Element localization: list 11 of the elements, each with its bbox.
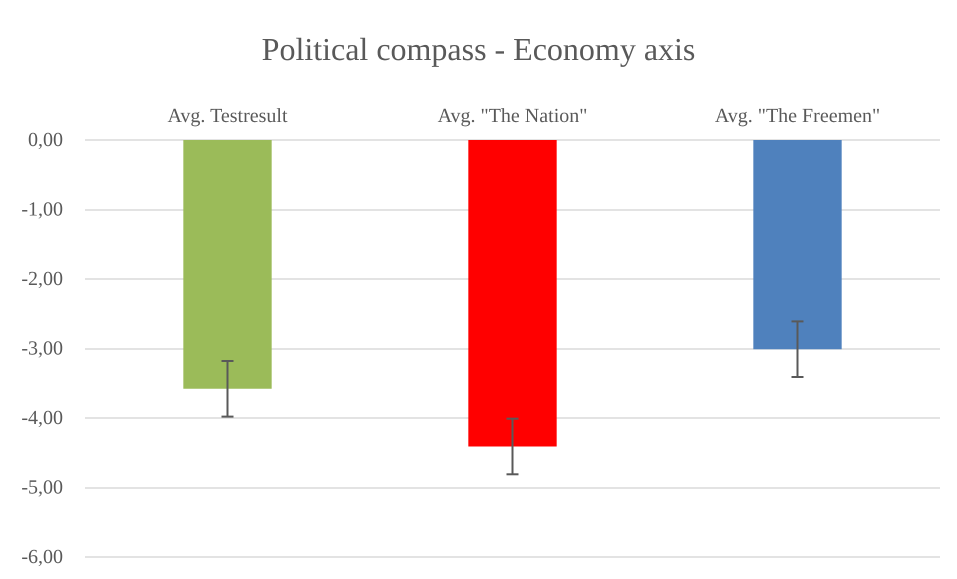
y-tick-label: -6,00 [21,546,63,568]
chart-title: Political compass - Economy axis [262,31,696,67]
x-tick-label: Avg. Testresult [167,105,288,127]
y-tick-label: -1,00 [21,198,63,220]
x-tick-label: Avg. "The Nation" [438,105,588,127]
y-tick-label: -4,00 [21,407,63,429]
x-tick-label: Avg. "The Freemen" [714,105,880,127]
y-tick-label: -2,00 [21,268,63,290]
y-tick-label: -3,00 [21,338,63,360]
y-tick-label: -5,00 [21,476,63,498]
y-tick-label: 0,00 [28,129,63,151]
